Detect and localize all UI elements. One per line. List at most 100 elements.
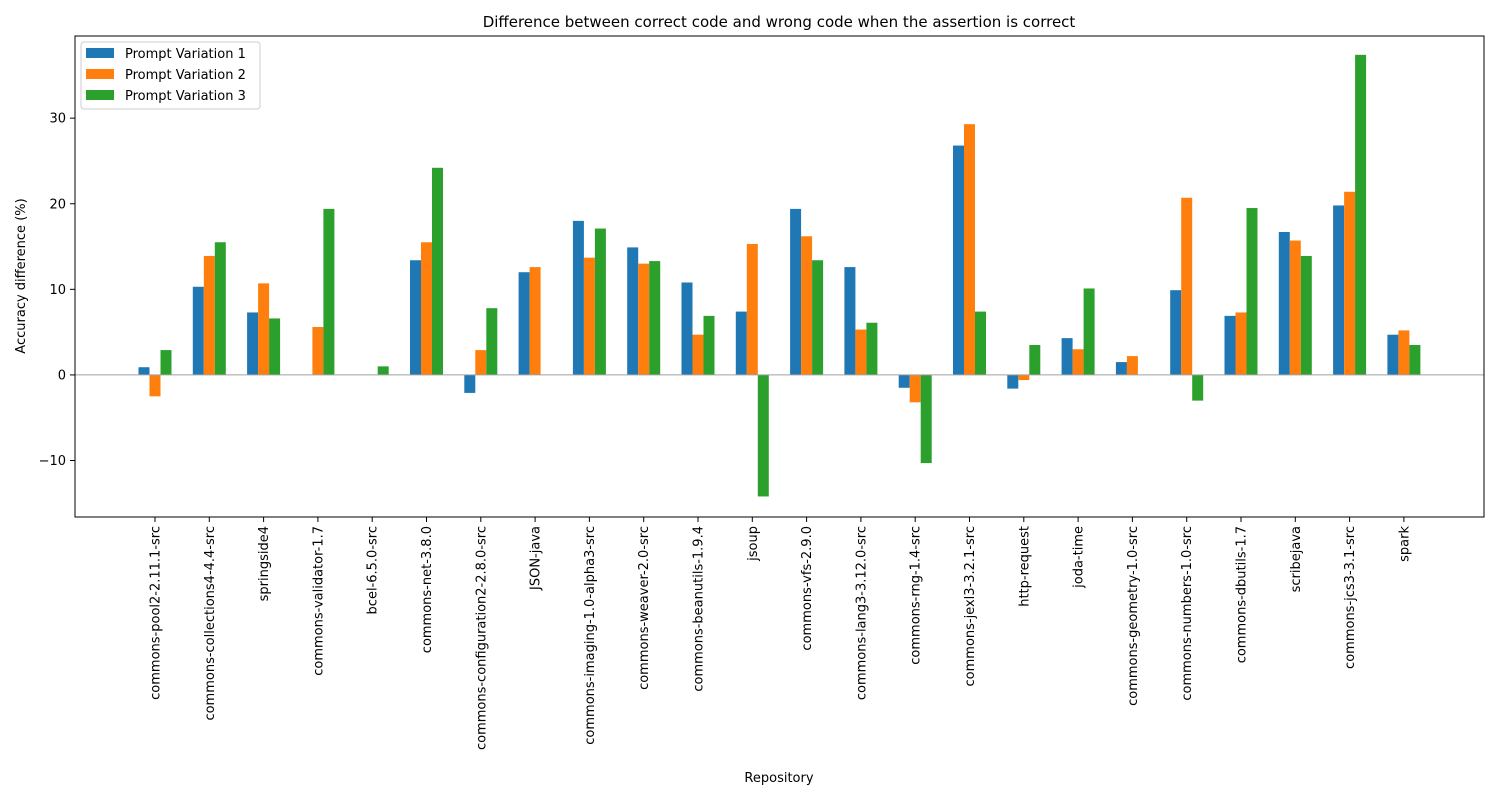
legend-label-2: Prompt Variation 2 bbox=[125, 68, 246, 83]
x-tick-label: commons-net-3.8.0 bbox=[420, 526, 435, 653]
x-tick-label: commons-numbers-1.0-src bbox=[1180, 526, 1195, 701]
x-tick-label: bcel-6.5.0-src bbox=[366, 526, 381, 614]
legend: Prompt Variation 1 Prompt Variation 2 Prom… bbox=[80, 41, 261, 110]
bar-2-commons-weaver-2.0-src bbox=[638, 263, 650, 375]
bar-3-commons-pool2-2.11.1-src bbox=[160, 350, 172, 375]
bar-2-jsoup bbox=[746, 243, 758, 375]
bar-1-commons-configuration2-2.8.0-src bbox=[464, 374, 476, 393]
legend-swatch-2 bbox=[86, 69, 114, 79]
bar-1-commons-geometry-1.0-src bbox=[1115, 362, 1127, 375]
bar-3-bcel-6.5.0-src bbox=[377, 366, 389, 375]
bar-3-scribejava bbox=[1300, 255, 1312, 375]
bar-1-commons-numbers-1.0-src bbox=[1170, 290, 1182, 375]
x-tick-label: commons-geometry-1.0-src bbox=[1126, 526, 1141, 706]
x-tick-label: commons-configuration2-2.8.0-src bbox=[474, 526, 489, 750]
bar-3-http-request bbox=[1029, 344, 1041, 375]
x-tick-label: commons-weaver-2.0-src bbox=[637, 526, 652, 690]
bar-2-commons-validator-1.7 bbox=[312, 327, 324, 375]
bar-1-commons-vfs-2.9.0 bbox=[790, 208, 802, 375]
bar-1-commons-dbutils-1.7 bbox=[1224, 315, 1236, 375]
bar-2-commons-configuration2-2.8.0-src bbox=[475, 350, 487, 375]
x-tick-label: springside4 bbox=[257, 526, 272, 601]
bar-3-commons-net-3.8.0 bbox=[432, 167, 443, 375]
legend-label-3: Prompt Variation 3 bbox=[125, 89, 246, 104]
bar-1-spark bbox=[1387, 334, 1399, 375]
x-tick-label: http-request bbox=[1017, 526, 1032, 607]
bar-1-http-request bbox=[1007, 374, 1019, 389]
bar-1-joda-time bbox=[1061, 338, 1073, 375]
bar-3-commons-vfs-2.9.0 bbox=[812, 260, 824, 375]
x-tick-label: commons-jcs3-3.1-src bbox=[1343, 526, 1358, 669]
x-tick-label: jsoup bbox=[746, 526, 761, 562]
bar-3-commons-lang3-3.12.0-src bbox=[866, 322, 878, 375]
bar-2-springside4 bbox=[258, 283, 270, 375]
bar-1-commons-weaver-2.0-src bbox=[627, 247, 639, 375]
x-tick-label: JSON-java bbox=[529, 526, 544, 591]
bar-1-commons-pool2-2.11.1-src bbox=[138, 367, 150, 375]
bar-3-commons-validator-1.7 bbox=[323, 208, 335, 375]
bar-2-commons-dbutils-1.7 bbox=[1235, 312, 1247, 375]
bar-3-joda-time bbox=[1083, 288, 1095, 375]
bar-2-commons-pool2-2.11.1-src bbox=[149, 374, 161, 397]
bar-2-commons-imaging-1.0-alpha3-src bbox=[583, 257, 595, 375]
bar-2-commons-jcs3-3.1-src bbox=[1344, 191, 1356, 375]
x-tick-label: commons-dbutils-1.7 bbox=[1235, 526, 1250, 663]
bar-1-commons-rng-1.4-src bbox=[898, 374, 910, 388]
bar-3-commons-beanutils-1.9.4 bbox=[703, 315, 715, 375]
bar-2-commons-net-3.8.0 bbox=[421, 242, 432, 375]
bar-3-commons-imaging-1.0-alpha3-src bbox=[594, 228, 606, 375]
y-tick-label: 0 bbox=[58, 368, 66, 383]
bar-3-commons-jcs3-3.1-src bbox=[1355, 54, 1367, 375]
x-tick-label: commons-vfs-2.9.0 bbox=[800, 526, 815, 651]
x-tick-label: commons-jexl3-3.2.1-src bbox=[963, 526, 978, 686]
y-axis-label: Accuracy difference (%) bbox=[14, 198, 29, 353]
bar-3-springside4 bbox=[269, 318, 281, 375]
bar-2-commons-beanutils-1.9.4 bbox=[692, 334, 704, 375]
y-tick-label: 10 bbox=[49, 283, 66, 298]
legend-box bbox=[80, 41, 261, 110]
bar-3-commons-numbers-1.0-src bbox=[1192, 374, 1204, 401]
bar-2-commons-jexl3-3.2.1-src bbox=[964, 124, 975, 375]
bar-1-jsoup bbox=[735, 311, 747, 375]
x-axis-label: Repository bbox=[744, 771, 813, 786]
x-tick-label: scribejava bbox=[1289, 526, 1304, 592]
bar-1-JSON-java bbox=[518, 272, 530, 375]
x-tick-label: commons-validator-1.7 bbox=[311, 526, 326, 676]
bar-2-JSON-java bbox=[529, 267, 541, 375]
bar-2-scribejava bbox=[1289, 240, 1301, 375]
x-tick-label: joda-time bbox=[1072, 526, 1087, 589]
bar-2-commons-vfs-2.9.0 bbox=[801, 236, 813, 375]
x-tick-label: commons-collections4-4.4-src bbox=[203, 526, 218, 721]
bar-1-commons-jcs3-3.1-src bbox=[1333, 205, 1345, 375]
bar-3-jsoup bbox=[757, 374, 769, 497]
x-tick-label: commons-rng-1.4-src bbox=[909, 526, 924, 665]
legend-swatch-1 bbox=[86, 48, 114, 58]
bar-1-scribejava bbox=[1278, 231, 1290, 375]
bar-3-commons-dbutils-1.7 bbox=[1246, 208, 1258, 375]
plot-frame bbox=[74, 35, 1485, 518]
bar-3-commons-jexl3-3.2.1-src bbox=[975, 311, 986, 375]
y-tick-label: −10 bbox=[39, 454, 66, 469]
bars-group bbox=[138, 54, 1421, 497]
bar-1-commons-collections4-4.4-src bbox=[192, 286, 204, 375]
bar-3-commons-rng-1.4-src bbox=[920, 374, 932, 464]
bar-1-commons-lang3-3.12.0-src bbox=[844, 267, 856, 375]
legend-swatch-3 bbox=[86, 90, 114, 100]
bar-2-joda-time bbox=[1072, 349, 1084, 375]
x-tick-label: commons-pool2-2.11.1-src bbox=[149, 526, 164, 700]
bar-2-http-request bbox=[1018, 374, 1030, 381]
x-tick-label: commons-imaging-1.0-alpha3-src bbox=[583, 526, 598, 745]
x-tick-label: commons-lang3-3.12.0-src bbox=[854, 526, 869, 700]
x-tick-label: commons-beanutils-1.9.4 bbox=[692, 526, 707, 692]
bar-3-commons-configuration2-2.8.0-src bbox=[486, 308, 498, 375]
bar-3-commons-collections4-4.4-src bbox=[214, 242, 226, 375]
bar-1-commons-beanutils-1.9.4 bbox=[681, 282, 693, 375]
bar-2-commons-geometry-1.0-src bbox=[1126, 356, 1138, 375]
y-axis: −10 0 10 20 30 bbox=[39, 112, 75, 469]
bar-2-commons-rng-1.4-src bbox=[909, 374, 921, 403]
bar-3-spark bbox=[1409, 344, 1421, 375]
legend-label-1: Prompt Variation 1 bbox=[125, 47, 246, 62]
bar-1-springside4 bbox=[247, 312, 259, 375]
y-tick-label: 20 bbox=[49, 197, 66, 212]
